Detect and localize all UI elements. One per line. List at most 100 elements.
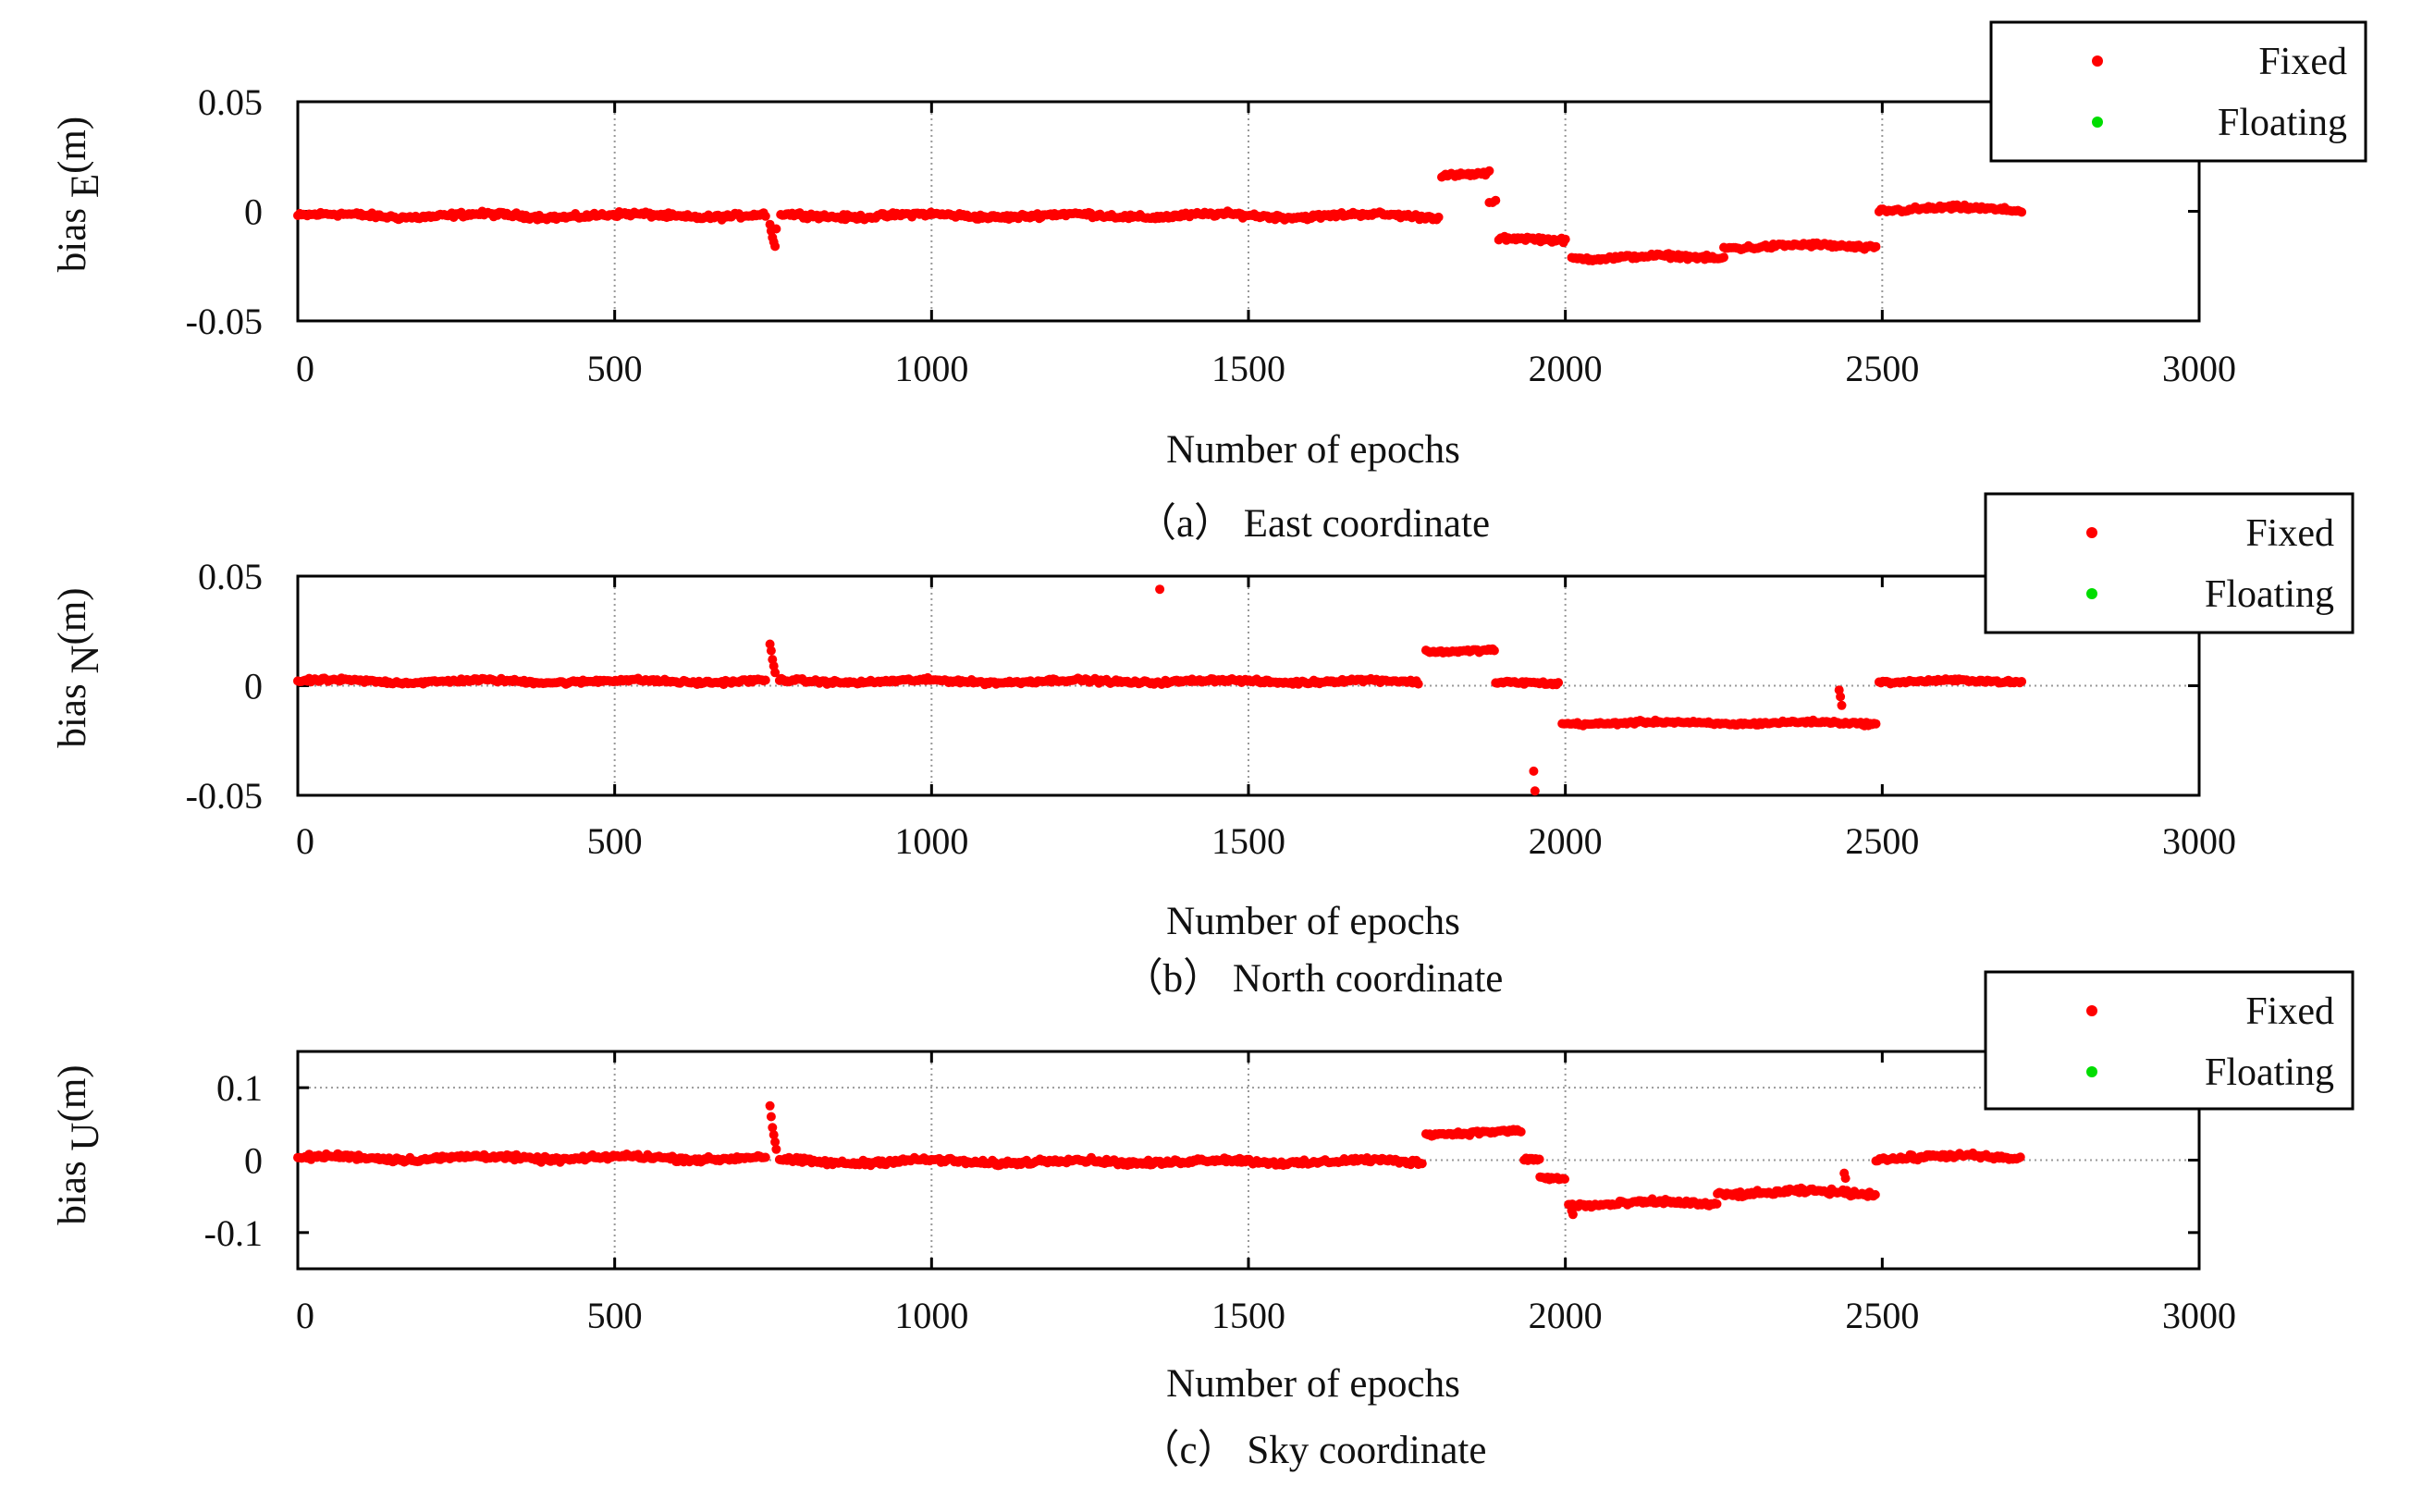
legend-marker	[2086, 1005, 2097, 1016]
legend-label: Fixed	[2245, 512, 2334, 555]
data-point	[1871, 719, 1881, 729]
data-point	[1433, 212, 1444, 222]
panel-2: 0 500 1000 1500 2000 2500 3000 -0.1 0 0.1 Number o…	[51, 970, 2355, 1472]
x-tick-label: 500	[587, 1295, 643, 1336]
x-tick-label: 1000	[894, 820, 968, 862]
data-point	[1534, 1154, 1544, 1164]
data-point	[1516, 1126, 1526, 1137]
data-point	[1529, 766, 1539, 776]
data-point	[771, 224, 781, 234]
y-axis-label: bias U(m)	[51, 1064, 107, 1224]
legend: Fixed Floating	[1984, 970, 2355, 1111]
legend-label: Floating	[2205, 573, 2334, 616]
data-point	[1870, 1189, 1880, 1199]
y-axis-label: bias N(m)	[51, 587, 107, 747]
x-tick-label: 500	[587, 348, 643, 389]
data-point	[2017, 207, 2027, 217]
data-point	[1560, 234, 1570, 244]
data-point	[770, 668, 781, 678]
y-tick-label: -0.1	[204, 1212, 263, 1254]
x-tick-label: 0	[296, 348, 314, 389]
data-point	[1417, 1159, 1427, 1169]
svg-text:bias E(m): bias E(m)	[51, 117, 107, 272]
legend-label: Fixed	[2245, 990, 2334, 1033]
legend-marker	[2086, 1066, 2097, 1077]
data-point	[766, 645, 776, 656]
x-tick-label: 1000	[894, 1295, 968, 1336]
svg-text:bias N(m): bias N(m)	[51, 587, 107, 747]
data-point	[771, 1144, 781, 1154]
x-tick-label: 0	[296, 820, 314, 862]
legend-marker	[2086, 527, 2097, 538]
x-tick-label: 2500	[1845, 1295, 1919, 1336]
data-point	[2017, 677, 2027, 686]
legend-box	[1989, 20, 2367, 163]
data-point	[1712, 1199, 1722, 1209]
data-point	[1489, 645, 1499, 656]
x-tick-label: 2500	[1845, 348, 1919, 389]
data-point	[770, 1137, 781, 1147]
data-point	[1836, 692, 1846, 702]
x-tick-label: 2000	[1529, 820, 1603, 862]
data-point	[1568, 1210, 1578, 1220]
legend: Fixed Floating	[1989, 20, 2367, 163]
y-tick-label: 0	[244, 666, 263, 707]
data-point	[1491, 195, 1501, 205]
x-tick-label: 1500	[1211, 820, 1285, 862]
x-tick-label: 3000	[2162, 348, 2236, 389]
data-point	[1413, 679, 1423, 689]
x-tick-label: 1500	[1211, 348, 1285, 389]
data-point	[768, 1123, 778, 1133]
series-fixed	[293, 1100, 2025, 1220]
legend-marker	[2086, 588, 2097, 599]
panel-1: 0 500 1000 1500 2000 2500 3000 -0.05 0 0.05 Number…	[51, 492, 2355, 1001]
y-tick-label: 0	[244, 1140, 263, 1182]
legend-marker	[2092, 117, 2103, 128]
data-point	[1837, 700, 1847, 710]
data-point	[768, 1130, 779, 1140]
svg-text:bias U(m): bias U(m)	[51, 1064, 107, 1224]
data-point	[760, 675, 770, 685]
panel-caption: （a） East coordinate	[1137, 502, 1490, 546]
x-axis-label: Number of epochs	[1166, 900, 1460, 943]
panel-0: 0 500 1000 1500 2000 2500 3000 -0.05 0 0.05 Number…	[51, 20, 2367, 546]
y-tick-label: 0.05	[198, 556, 263, 597]
data-point	[760, 211, 770, 221]
legend-label: Floating	[2205, 1051, 2334, 1094]
data-point	[765, 1100, 775, 1111]
data-point	[760, 1152, 770, 1162]
y-tick-label: 0	[244, 191, 263, 233]
x-tick-label: 3000	[2162, 820, 2236, 862]
data-point	[1719, 252, 1728, 263]
data-point	[1871, 241, 1881, 252]
series-fixed	[293, 166, 2027, 265]
x-tick-label: 500	[587, 820, 643, 862]
x-tick-label: 1500	[1211, 1295, 1285, 1336]
data-point	[1554, 678, 1564, 688]
x-tick-label: 1000	[894, 348, 968, 389]
legend-box	[1984, 970, 2355, 1111]
x-tick-label: 2500	[1845, 820, 1919, 862]
series-fixed	[293, 584, 2027, 796]
data-point	[1530, 786, 1540, 796]
x-tick-label: 2000	[1529, 1295, 1603, 1336]
data-point	[1840, 1174, 1851, 1184]
data-point	[766, 1112, 776, 1122]
legend-label: Fixed	[2258, 41, 2347, 83]
panel-caption: （b） North coordinate	[1124, 957, 1504, 1001]
y-tick-label: -0.05	[186, 775, 263, 817]
x-axis-label: Number of epochs	[1166, 428, 1460, 472]
x-tick-label: 3000	[2162, 1295, 2236, 1336]
legend-marker	[2092, 55, 2103, 67]
panel-caption: （c） Sky coordinate	[1140, 1429, 1487, 1472]
data-point	[1155, 584, 1165, 595]
x-tick-label: 2000	[1529, 348, 1603, 389]
legend-label: Floating	[2218, 102, 2347, 144]
y-tick-label: -0.05	[186, 301, 263, 342]
y-tick-label: 0.1	[216, 1067, 263, 1109]
y-tick-label: 0.05	[198, 81, 263, 123]
legend: Fixed Floating	[1984, 492, 2355, 634]
data-point	[2015, 1152, 2025, 1162]
data-point	[1560, 1174, 1569, 1184]
